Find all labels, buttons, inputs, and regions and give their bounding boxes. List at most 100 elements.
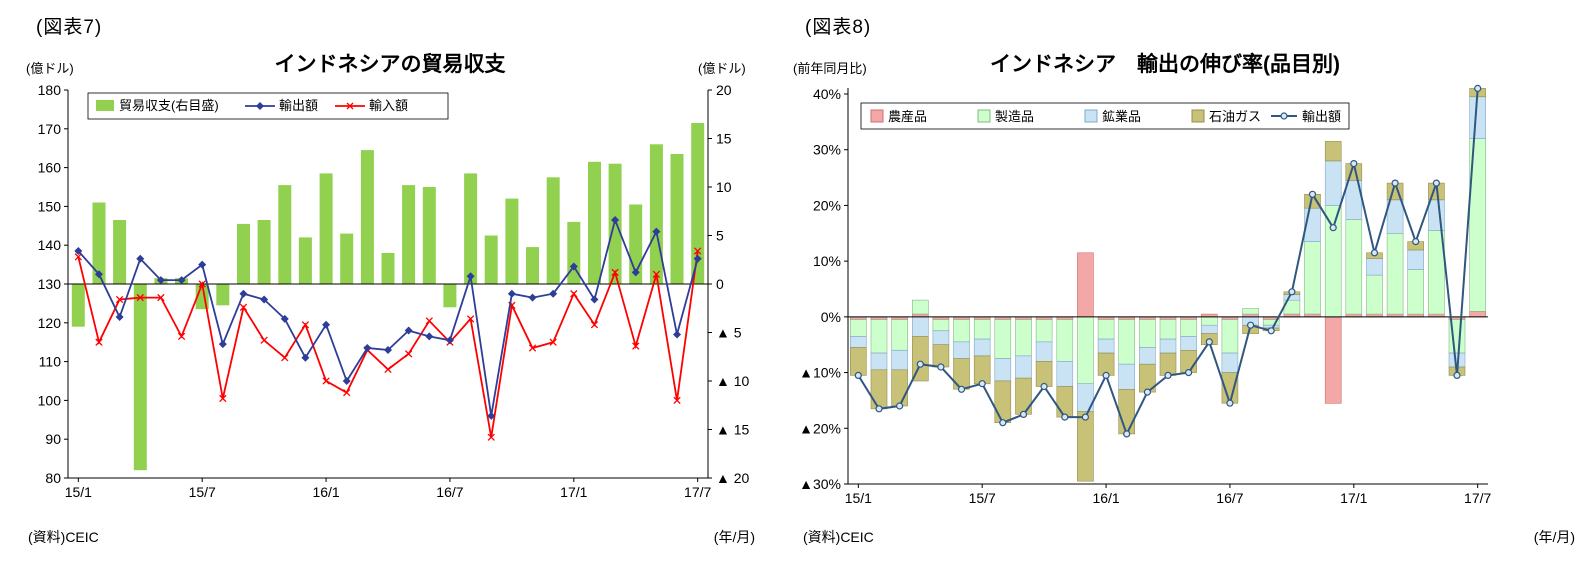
stacked-bars — [849, 88, 1487, 482]
trade-balance-bar — [691, 123, 705, 284]
x-marker — [694, 247, 702, 255]
circle-marker — [1288, 288, 1296, 296]
stack-segment-製造品 — [1159, 319, 1177, 340]
x-marker — [652, 270, 661, 278]
left-axis-tick-label: 170 — [38, 121, 62, 137]
x-marker — [570, 290, 578, 298]
stack-segment-鉱業品 — [1283, 294, 1301, 301]
x-marker — [384, 365, 392, 374]
trade-balance-bar — [92, 202, 106, 284]
stack-segment-鉱業品 — [912, 316, 929, 337]
stack-segment-製造品 — [1221, 319, 1239, 354]
diamond-marker — [322, 320, 331, 329]
legend-label-農産品: 農産品 — [888, 109, 927, 124]
figure-7-right-axis-unit: (億ドル) — [698, 61, 746, 76]
figure-7-source: (資料)CEIC — [28, 529, 99, 545]
diamond-marker — [115, 312, 124, 321]
diamond-marker — [569, 262, 578, 271]
legend-swatch-農産品 — [870, 109, 884, 123]
diamond-marker — [239, 289, 248, 298]
stack-segment-鉱業品 — [1035, 341, 1053, 362]
left-axis-tick-label: 120 — [38, 315, 62, 331]
x-axis-tick-label: 16/7 — [1216, 490, 1243, 506]
diamond-marker — [198, 260, 207, 269]
x-marker — [281, 354, 289, 362]
trade-balance-bar — [257, 220, 271, 284]
figure-7-x-axis-note: (年/月) — [713, 529, 755, 545]
figure-8-plot: 40% 30% 20% 10% 0% ▲10% ▲20% ▲30%15/1 15/7 16/1 16… — [799, 84, 1492, 506]
stack-segment-鉱業品 — [1428, 199, 1445, 231]
x-marker — [487, 433, 495, 441]
circle-marker — [875, 405, 883, 413]
legend-swatch-石油ガス — [1191, 109, 1205, 123]
x-axis-tick-label: 17/7 — [684, 484, 711, 500]
stack-segment-鉱業品 — [932, 330, 950, 346]
circle-marker — [1432, 179, 1441, 187]
stack-segment-鉱業品 — [1200, 324, 1218, 334]
x-marker — [157, 293, 165, 302]
stack-segment-製造品 — [912, 299, 929, 315]
legend-label-trade-balance: 貿易収支(右目盛) — [119, 98, 219, 113]
trade-balance-bar — [319, 173, 333, 284]
trade-balance-bar — [360, 150, 374, 284]
diamond-marker — [384, 345, 392, 354]
circle-marker — [1474, 84, 1482, 92]
circle-marker — [1453, 371, 1461, 379]
trade-balance-bar — [381, 253, 395, 284]
circle-marker — [1123, 430, 1131, 438]
trade-balance-bar — [340, 233, 354, 284]
trade-balance-bar — [113, 220, 127, 284]
stack-segment-製造品 — [1015, 319, 1032, 357]
diamond-marker — [342, 377, 351, 385]
trade-balance-bar — [526, 247, 539, 284]
trade-balance-bar — [422, 187, 436, 284]
y-axis-tick-label: 10% — [813, 253, 841, 269]
legend-x-marker — [346, 102, 354, 110]
diamond-marker — [363, 344, 372, 353]
stack-segment-石油ガス — [973, 355, 991, 385]
left-axis-tick-label: 180 — [38, 82, 62, 98]
circle-marker — [1391, 179, 1399, 187]
right-axis-tick-label: 5 — [716, 228, 724, 244]
stack-segment-製造品 — [1242, 308, 1259, 315]
x-axis-tick-label: 15/1 — [845, 490, 872, 506]
legend-label-石油ガス: 石油ガス — [1209, 109, 1261, 124]
circle-marker — [1164, 371, 1172, 379]
x-marker — [590, 321, 599, 329]
figure-7-title: インドネシアの貿易収支 — [274, 53, 506, 76]
stack-segment-石油ガス — [912, 336, 929, 382]
stack-segment-石油ガス — [994, 380, 1012, 423]
diamond-marker — [260, 295, 269, 304]
y-axis-tick-label: 30% — [813, 142, 841, 158]
legend-swatch-製造品 — [977, 109, 991, 123]
stack-segment-製造品 — [849, 319, 867, 337]
left-axis-tick-label: 130 — [38, 276, 62, 292]
diamond-marker — [404, 326, 413, 335]
trade-balance-bar — [484, 235, 498, 284]
stack-segment-製造品 — [1407, 269, 1425, 315]
x-marker — [177, 332, 186, 341]
x-axis-tick-label: 16/7 — [436, 484, 463, 500]
trade-balance-bar — [443, 284, 457, 308]
stack-segment-製造品 — [953, 319, 970, 343]
diamond-marker — [528, 293, 537, 302]
x-marker — [260, 336, 268, 344]
x-marker — [301, 321, 310, 329]
stack-segment-石油ガス — [1118, 388, 1136, 435]
x-marker — [239, 303, 248, 311]
diamond-marker — [590, 295, 599, 304]
right-axis-tick-label: 20 — [716, 82, 732, 98]
stack-segment-製造品 — [1324, 205, 1342, 318]
trade-balance-bar — [71, 284, 85, 327]
diamond-marker — [652, 227, 661, 236]
diamond-marker — [280, 314, 289, 323]
trade-balance-bar — [216, 284, 230, 306]
x-marker — [136, 293, 144, 302]
stack-segment-鉱業品 — [973, 338, 991, 357]
stack-segment-製造品 — [1200, 316, 1218, 326]
diamond-marker — [445, 336, 454, 345]
stack-segment-農産品 — [1077, 252, 1094, 318]
right-axis-tick-label: 15 — [716, 131, 732, 147]
diamond-marker — [94, 270, 103, 279]
